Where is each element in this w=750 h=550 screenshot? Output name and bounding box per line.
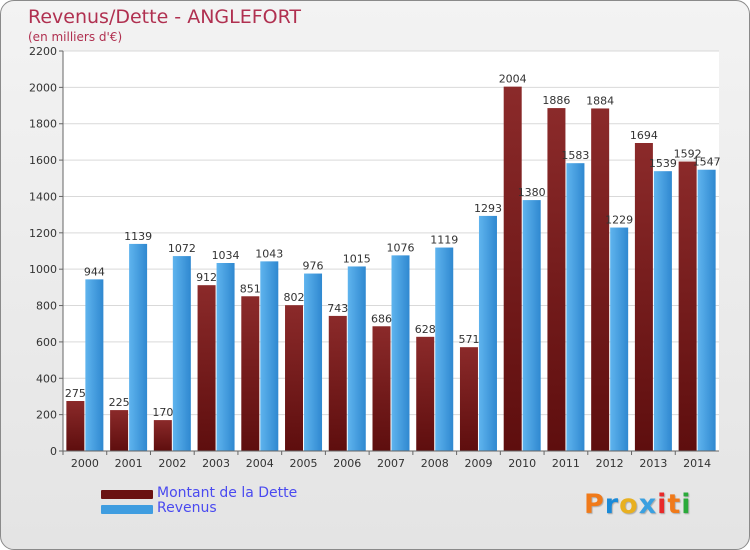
bar-revenus-2010 [522, 200, 541, 451]
legend-label-revenus: Revenus [157, 500, 217, 516]
y-tick-label: 1400 [29, 190, 57, 203]
y-tick-label: 1600 [29, 154, 57, 167]
bar-revenus-2004 [260, 261, 279, 451]
x-tick-label: 2000 [71, 457, 99, 470]
bar-revenus-2013 [653, 171, 672, 451]
data-label-debt-2010: 2004 [499, 73, 527, 86]
x-tick-label: 2012 [596, 457, 624, 470]
data-label-revenus-2004: 1043 [255, 247, 283, 260]
y-tick-label: 800 [36, 300, 57, 313]
legend-swatch-revenus [101, 505, 153, 514]
y-tick-label: 1200 [29, 227, 57, 240]
plot-area [63, 51, 719, 451]
legend-swatch-debt [101, 490, 153, 499]
data-label-debt-2013: 1694 [630, 129, 658, 142]
y-tick-label: 0 [50, 445, 57, 458]
x-tick-label: 2002 [158, 457, 186, 470]
data-label-revenus-2013: 1539 [649, 157, 677, 170]
bar-revenus-2014 [697, 169, 716, 451]
chart-subtitle: (en milliers d'€) [28, 30, 123, 44]
y-tick-label: 400 [36, 372, 57, 385]
data-label-debt-2000: 275 [65, 387, 86, 400]
data-label-debt-2007: 686 [371, 312, 392, 325]
data-label-debt-2008: 628 [415, 323, 436, 336]
bar-debt-2009 [459, 347, 478, 451]
bar-debt-2013 [634, 143, 653, 451]
bar-revenus-2000 [85, 279, 104, 451]
bar-revenus-2008 [435, 247, 454, 451]
bar-debt-2008 [416, 336, 435, 451]
data-label-revenus-2007: 1076 [387, 241, 415, 254]
bar-debt-2007 [372, 326, 391, 451]
bar-revenus-2011 [566, 163, 585, 451]
data-label-revenus-2008: 1119 [430, 234, 458, 247]
x-tick-label: 2005 [290, 457, 318, 470]
bar-debt-2005 [285, 305, 304, 451]
data-label-debt-2004: 851 [240, 282, 261, 295]
data-label-revenus-2009: 1293 [474, 202, 502, 215]
x-tick-label: 2010 [508, 457, 536, 470]
y-tick-label: 600 [36, 336, 57, 349]
y-tick-label: 200 [36, 409, 57, 422]
data-label-revenus-2006: 1015 [343, 252, 371, 265]
x-tick-label: 2004 [246, 457, 274, 470]
bar-debt-2002 [153, 420, 172, 451]
data-label-debt-2009: 571 [458, 333, 479, 346]
x-tick-label: 2007 [377, 457, 405, 470]
bar-revenus-2012 [610, 227, 629, 451]
x-tick-label: 2006 [333, 457, 361, 470]
x-tick-label: 2013 [639, 457, 667, 470]
x-tick-label: 2009 [464, 457, 492, 470]
bar-debt-2004 [241, 296, 260, 451]
data-label-revenus-2000: 944 [84, 265, 105, 278]
legend-label-debt: Montant de la Dette [157, 485, 298, 501]
bar-revenus-2001 [129, 243, 148, 451]
data-label-debt-2012: 1884 [586, 94, 614, 107]
chart-title: Revenus/Dette - ANGLEFORT [28, 6, 302, 28]
data-label-debt-2005: 802 [284, 291, 305, 304]
data-label-debt-2006: 743 [327, 302, 348, 315]
data-label-revenus-2011: 1583 [561, 149, 589, 162]
x-tick-label: 2011 [552, 457, 580, 470]
y-tick-label: 2200 [29, 45, 57, 58]
data-label-revenus-2002: 1072 [168, 242, 196, 255]
bar-revenus-2006 [347, 266, 366, 451]
data-label-revenus-2010: 1380 [518, 186, 546, 199]
bar-debt-2000 [66, 401, 85, 451]
data-label-debt-2001: 225 [109, 396, 130, 409]
data-label-revenus-2012: 1229 [605, 214, 633, 227]
data-label-revenus-2005: 976 [303, 260, 324, 273]
data-label-revenus-2001: 1139 [124, 230, 152, 243]
data-label-debt-2011: 1886 [542, 94, 570, 107]
bar-debt-2001 [110, 410, 129, 451]
bar-revenus-2005 [304, 273, 323, 451]
y-tick-label: 2000 [29, 81, 57, 94]
data-label-revenus-2014: 1547 [693, 156, 721, 169]
x-tick-label: 2001 [115, 457, 143, 470]
x-tick-label: 2008 [421, 457, 449, 470]
x-tick-label: 2014 [683, 457, 711, 470]
bar-revenus-2009 [478, 215, 497, 451]
y-tick-label: 1800 [29, 118, 57, 131]
bar-debt-2006 [328, 315, 347, 451]
proxiti-logo: Proxiti [584, 489, 692, 520]
y-tick-label: 1000 [29, 263, 57, 276]
bar-debt-2012 [591, 108, 610, 452]
data-label-debt-2002: 170 [152, 406, 173, 419]
bar-revenus-2003 [216, 263, 235, 451]
bar-debt-2011 [547, 108, 566, 451]
bar-debt-2003 [197, 285, 216, 451]
bar-revenus-2002 [172, 256, 191, 451]
data-label-debt-2014: 1592 [674, 148, 702, 161]
data-label-debt-2003: 912 [196, 271, 217, 284]
data-label-revenus-2003: 1034 [212, 249, 240, 262]
bar-debt-2014 [678, 161, 697, 451]
x-tick-label: 2003 [202, 457, 230, 470]
bar-debt-2010 [503, 86, 522, 452]
bar-revenus-2007 [391, 255, 410, 451]
